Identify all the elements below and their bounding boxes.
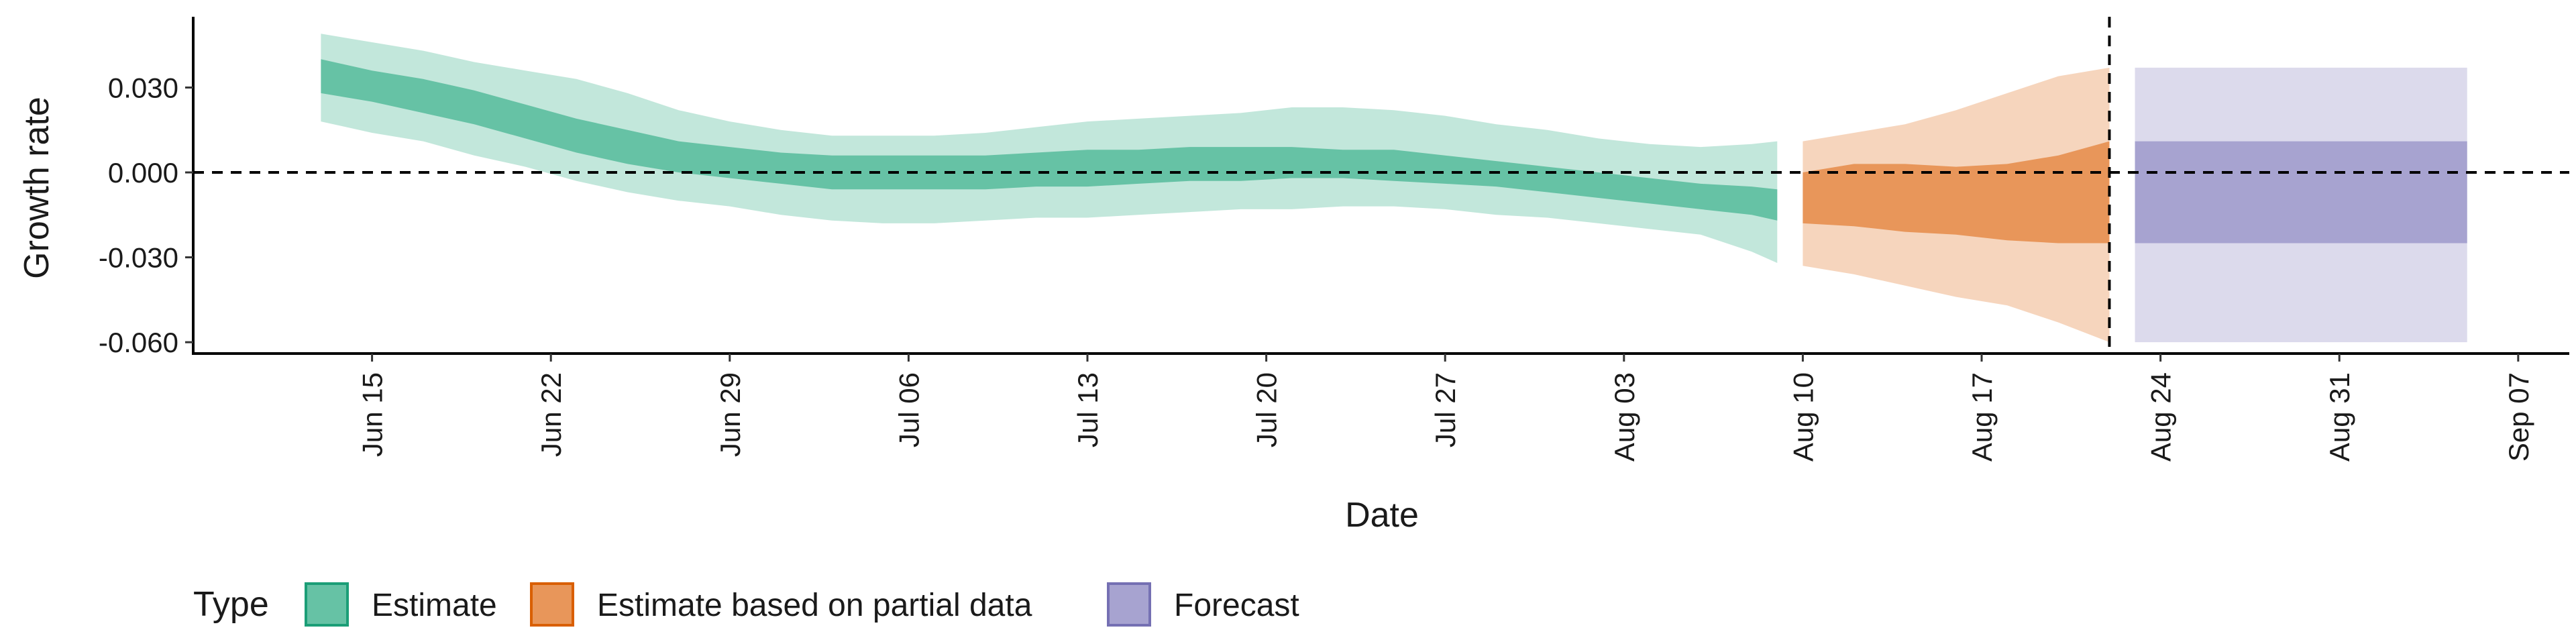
legend-key bbox=[305, 582, 349, 627]
x-tick-label: Aug 17 bbox=[1966, 372, 1998, 462]
legend-label: Estimate bbox=[372, 588, 497, 623]
legend: Type Estimate Estimate based on partial d… bbox=[193, 582, 1299, 627]
x-tick-label: Jun 29 bbox=[714, 372, 746, 457]
y-tick-label: 0.030 bbox=[108, 72, 178, 103]
y-axis-label: Growth rate bbox=[17, 97, 56, 279]
legend-label: Forecast bbox=[1174, 588, 1299, 623]
x-tick-label: Aug 31 bbox=[2324, 372, 2355, 462]
legend-label: Estimate based on partial data bbox=[597, 588, 1032, 623]
x-tick-label: Jul 20 bbox=[1251, 372, 1283, 447]
x-tick-label: Jul 27 bbox=[1430, 372, 1461, 447]
legend-key bbox=[1107, 582, 1151, 627]
reference-lines bbox=[193, 17, 2569, 354]
estimate-band-50 bbox=[321, 59, 1778, 221]
x-tick-label: Aug 10 bbox=[1787, 372, 1819, 462]
axes: -0.060 -0.030 0.000 0.030 Jun 15 Jun 22 Jun 29… bbox=[99, 17, 2569, 462]
legend-key bbox=[530, 582, 574, 627]
x-tick-label: Aug 24 bbox=[2145, 372, 2177, 462]
x-axis-label: Date bbox=[1345, 496, 1419, 535]
y-tick-label: 0.000 bbox=[108, 157, 178, 189]
y-tick-label: -0.030 bbox=[99, 242, 178, 274]
y-tick-label: -0.060 bbox=[99, 327, 178, 358]
x-tick-label: Jul 06 bbox=[893, 372, 924, 447]
forecast-band-50 bbox=[2135, 141, 2467, 244]
x-tick-label: Aug 03 bbox=[1609, 372, 1640, 462]
plot-bands bbox=[321, 34, 2467, 343]
legend-title: Type bbox=[193, 585, 269, 624]
x-tick-label: Sep 07 bbox=[2503, 372, 2534, 462]
x-tick-label: Jun 22 bbox=[535, 372, 567, 457]
estimate-based-on-partial-data-band-50 bbox=[1803, 141, 2110, 244]
x-tick-label: Jul 13 bbox=[1072, 372, 1104, 447]
estimate-band-90 bbox=[321, 34, 1778, 264]
x-tick-label: Jun 15 bbox=[357, 372, 388, 457]
